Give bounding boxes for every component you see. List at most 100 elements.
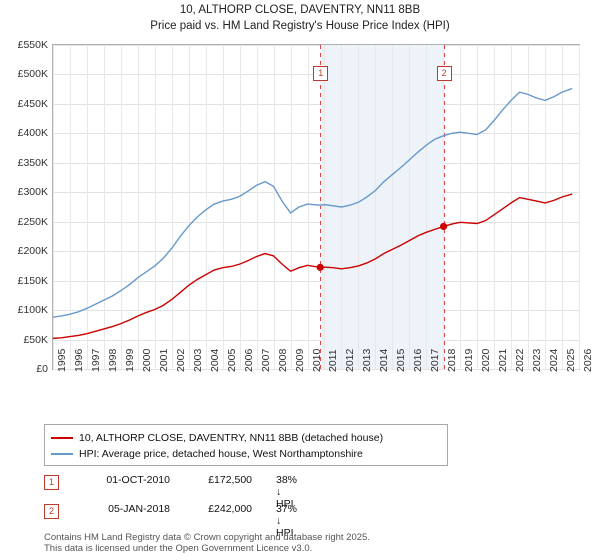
y-tick-label: £250K (17, 215, 48, 228)
x-tick-label: 2009 (293, 348, 306, 372)
x-tick-label: 2015 (395, 348, 408, 372)
gridline-h (53, 45, 579, 46)
gridline-v (120, 45, 122, 369)
x-tick-label: 2023 (531, 348, 544, 372)
x-tick-label: 2004 (208, 348, 221, 372)
gridline-v (528, 45, 530, 369)
gridline-v (358, 45, 360, 369)
event-pct-1: 38% ↓ HPI (276, 474, 298, 510)
event-vline-1 (320, 45, 322, 369)
y-tick-label: £350K (17, 156, 48, 169)
event-vline-2 (443, 45, 445, 369)
y-tick-label: £150K (17, 274, 48, 287)
gridline-v (86, 45, 88, 369)
y-axis-ticks: £0 £50K £100K £150K £200K £250K £300K £350K £400… (0, 39, 52, 375)
gridline-v (273, 45, 275, 369)
x-tick-label: 1999 (123, 348, 136, 372)
gridline-v (545, 45, 547, 369)
legend-item-1: HPI: Average price, detached house, West… (51, 446, 441, 462)
x-tick-label: 2016 (412, 348, 425, 372)
gridline-h (53, 369, 579, 370)
series-layer (52, 87, 573, 340)
gridline-h (53, 339, 579, 341)
gridline-h (53, 221, 579, 223)
gridline-h (53, 133, 579, 135)
chart-plot-area (52, 44, 580, 370)
x-tick-label: 2017 (429, 348, 442, 372)
y-tick-label: £550K (17, 39, 48, 51)
x-tick-label: 2018 (446, 348, 459, 372)
event-price-2: £242,000 (208, 503, 252, 515)
x-tick-label: 2001 (157, 348, 170, 372)
gridline-v (188, 45, 190, 369)
gridline-v (494, 45, 496, 369)
x-tick-label: 2022 (514, 348, 527, 372)
footer-line-2: This data is licensed under the Open Gov… (44, 543, 313, 554)
gridline-v (511, 45, 513, 369)
event-price-1: £172,500 (208, 474, 252, 486)
footer-line-1: Contains HM Land Registry data © Crown c… (44, 532, 370, 543)
gridline-h (53, 251, 579, 253)
y-tick-label: £50K (23, 333, 48, 346)
x-tick-label: 2026 (582, 348, 594, 372)
event-date-2: 05-JAN-2018 (108, 503, 170, 515)
y-tick-label: £450K (17, 97, 48, 110)
x-tick-label: 2003 (191, 348, 204, 372)
series-line (52, 193, 573, 340)
legend-swatch-hpi (51, 453, 73, 455)
x-tick-label: 2006 (242, 348, 255, 372)
x-tick-label: 2019 (463, 348, 476, 372)
gridline-v (256, 45, 258, 369)
gridline-v (103, 45, 105, 369)
x-tick-label: 2024 (548, 348, 561, 372)
gridline-h (53, 280, 579, 282)
x-tick-label: 2000 (140, 348, 153, 372)
gridline-v (307, 45, 309, 369)
legend-item-0: 10, ALTHORP CLOSE, DAVENTRY, NN11 8BB (d… (51, 430, 441, 446)
chart-event-badge-2: 2 (436, 66, 452, 81)
x-tick-label: 2013 (361, 348, 374, 372)
x-tick-label: 1997 (89, 348, 102, 372)
y-tick-label: £0 (36, 363, 48, 375)
gridline-v (375, 45, 377, 369)
event-pct-2: 37% ↓ HPI (276, 503, 298, 539)
gridline-v (53, 45, 54, 369)
page-subtitle: Price paid vs. HM Land Registry's House … (150, 20, 450, 32)
x-tick-label: 2008 (276, 348, 289, 372)
y-tick-label: £100K (17, 304, 48, 317)
x-tick-label: 2012 (344, 348, 357, 372)
gridline-h (53, 192, 579, 194)
gridline-v (290, 45, 292, 369)
x-tick-label: 1995 (56, 348, 68, 372)
x-tick-label: 2011 (327, 349, 340, 372)
gridline-v (426, 45, 428, 369)
gridline-v (137, 45, 139, 369)
gridline-v (409, 45, 411, 369)
y-tick-label: £300K (17, 186, 48, 199)
x-tick-label: 2014 (378, 348, 391, 372)
gridline-h (53, 310, 579, 312)
gridline-h (53, 103, 579, 105)
x-tick-label: 2007 (259, 348, 272, 372)
gridline-v (205, 45, 207, 369)
gridline-v (324, 45, 326, 369)
data-point-marker-1 (316, 263, 324, 271)
gridline-v (579, 45, 580, 369)
gridline-v (477, 45, 479, 369)
x-tick-label: 2010 (310, 348, 323, 372)
legend-label-price: 10, ALTHORP CLOSE, DAVENTRY, NN11 8BB (d… (79, 432, 384, 444)
event-marker-2: 2 (44, 504, 59, 519)
gridline-v (392, 45, 394, 369)
data-point-marker-2 (440, 222, 448, 231)
gridline-v (239, 45, 241, 369)
gridline-v (460, 45, 462, 369)
x-tick-label: 2025 (565, 348, 578, 372)
gridline-v (171, 45, 173, 369)
gridline-h (53, 162, 579, 164)
gridline-v (154, 45, 156, 369)
x-tick-label: 2002 (174, 348, 187, 372)
x-tick-label: 2020 (480, 348, 493, 372)
x-tick-label: 2005 (225, 348, 238, 372)
legend-swatch-price (51, 437, 73, 439)
event-marker-1: 1 (44, 475, 59, 490)
